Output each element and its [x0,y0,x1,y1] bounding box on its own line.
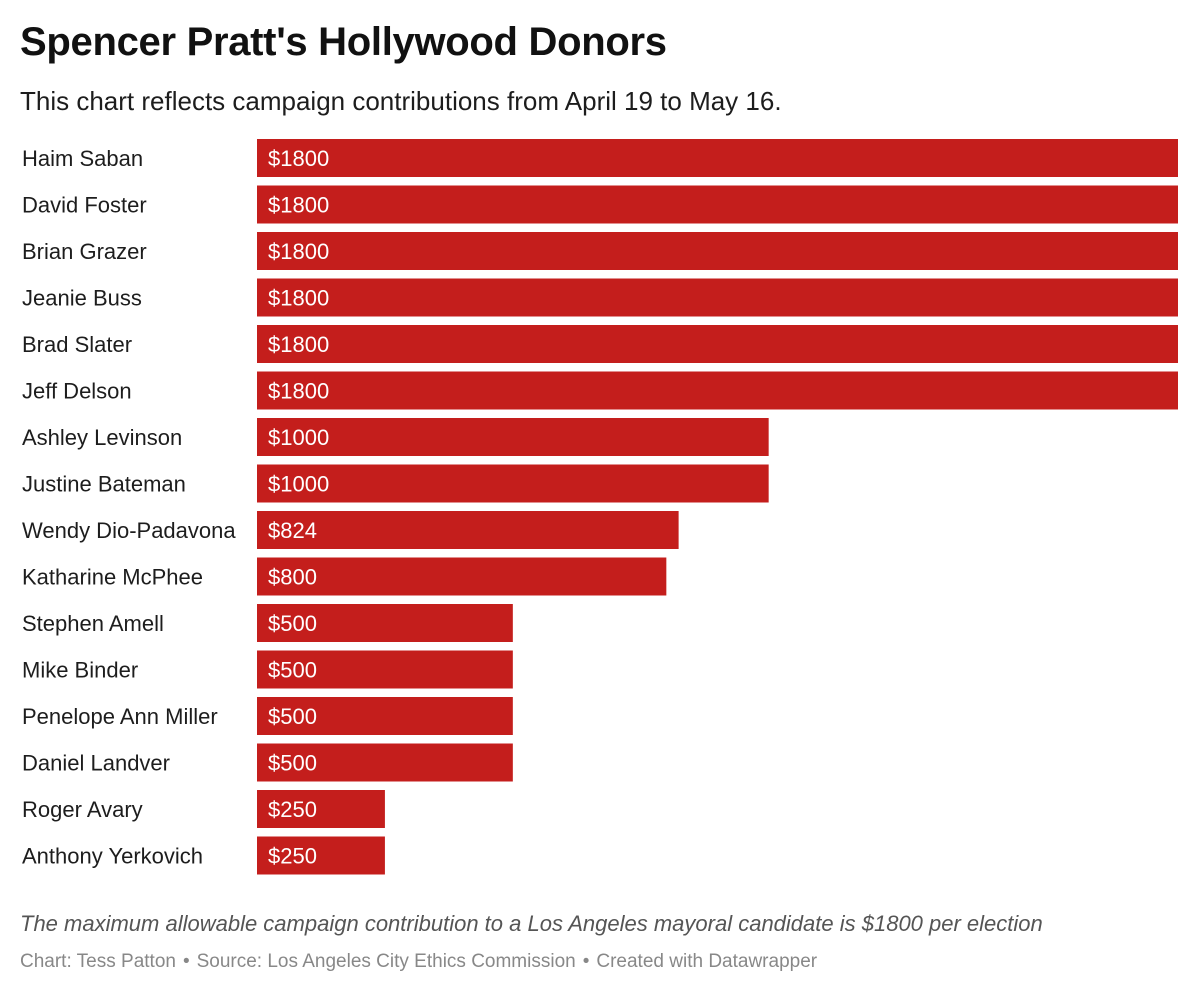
bar [257,139,1178,177]
bar-row: Anthony Yerkovich $250 [22,836,385,875]
bar-row: David Foster $1800 [22,185,1178,224]
value-label: $1800 [268,193,329,218]
bar [257,232,1178,270]
category-label: Jeanie Buss [22,286,142,311]
category-label: Justine Bateman [22,472,186,497]
value-label: $1800 [268,146,329,171]
category-label: David Foster [22,193,147,218]
bar [257,464,769,503]
bar [257,185,1178,224]
bar [257,278,1178,317]
bar [257,511,679,549]
category-label: Roger Avary [22,797,143,822]
bar-row: Mike Binder $500 [22,650,513,689]
bar-row: Stephen Amell $500 [22,604,513,642]
created-with-credit: Created with Datawrapper [596,951,818,972]
bar-row: Jeff Delson $1800 [22,371,1178,410]
bar [257,604,513,642]
value-label: $1800 [268,239,329,264]
category-label: Jeff Delson [22,379,132,404]
category-label: Wendy Dio-Padavona [22,518,236,543]
bar-row: Haim Saban $1800 [22,139,1178,177]
chart-credit: Chart: Tess Patton [20,951,176,972]
value-label: $500 [268,751,317,776]
bar [257,650,513,689]
chart-title: Spencer Pratt's Hollywood Donors [20,20,667,64]
value-label: $250 [268,797,317,822]
value-label: $500 [268,611,317,636]
bar [257,371,1178,410]
bar [257,557,667,596]
value-label: $1800 [268,332,329,357]
bar-row: Penelope Ann Miller $500 [22,697,513,735]
bar [257,836,385,875]
value-label: $1800 [268,379,329,404]
bar [257,418,769,456]
bar-row: Justine Bateman $1000 [22,464,769,503]
bar-row: Brian Grazer $1800 [22,232,1178,270]
chart-notes: The maximum allowable campaign contribut… [20,911,1043,936]
bar-row: Katharine McPhee $800 [22,557,667,596]
source-credit: Source: Los Angeles City Ethics Commissi… [196,951,576,972]
value-label: $824 [268,518,317,543]
category-label: Anthony Yerkovich [22,844,203,869]
chart-footer: Chart: Tess Patton • Source: Los Angeles C… [20,951,817,973]
category-label: Brian Grazer [22,239,147,264]
bar-row: Brad Slater $1800 [22,325,1178,363]
category-label: Brad Slater [22,332,132,357]
value-label: $1000 [268,472,329,497]
category-label: Penelope Ann Miller [22,704,218,729]
chart-subtitle: This chart reflects campaign contributio… [20,86,782,116]
value-label: $500 [268,658,317,683]
bar [257,790,385,828]
category-label: Ashley Levinson [22,425,182,450]
bar-row: Roger Avary $250 [22,790,385,828]
bar-row: Wendy Dio-Padavona $824 [22,511,679,549]
value-label: $250 [268,844,317,869]
category-label: Haim Saban [22,146,143,171]
category-label: Daniel Landver [22,751,170,776]
bar [257,325,1178,363]
value-label: $800 [268,565,317,590]
value-label: $1800 [268,286,329,311]
category-label: Stephen Amell [22,611,164,636]
value-label: $1000 [268,425,329,450]
category-label: Katharine McPhee [22,565,203,590]
footer-separator: • [182,951,190,972]
footer-separator: • [582,951,590,972]
bar [257,743,513,782]
bar-row: Jeanie Buss $1800 [22,278,1178,317]
value-label: $500 [268,704,317,729]
bar-row: Daniel Landver $500 [22,743,513,782]
bar [257,697,513,735]
bar-row: Ashley Levinson $1000 [22,418,769,456]
category-label: Mike Binder [22,658,138,683]
